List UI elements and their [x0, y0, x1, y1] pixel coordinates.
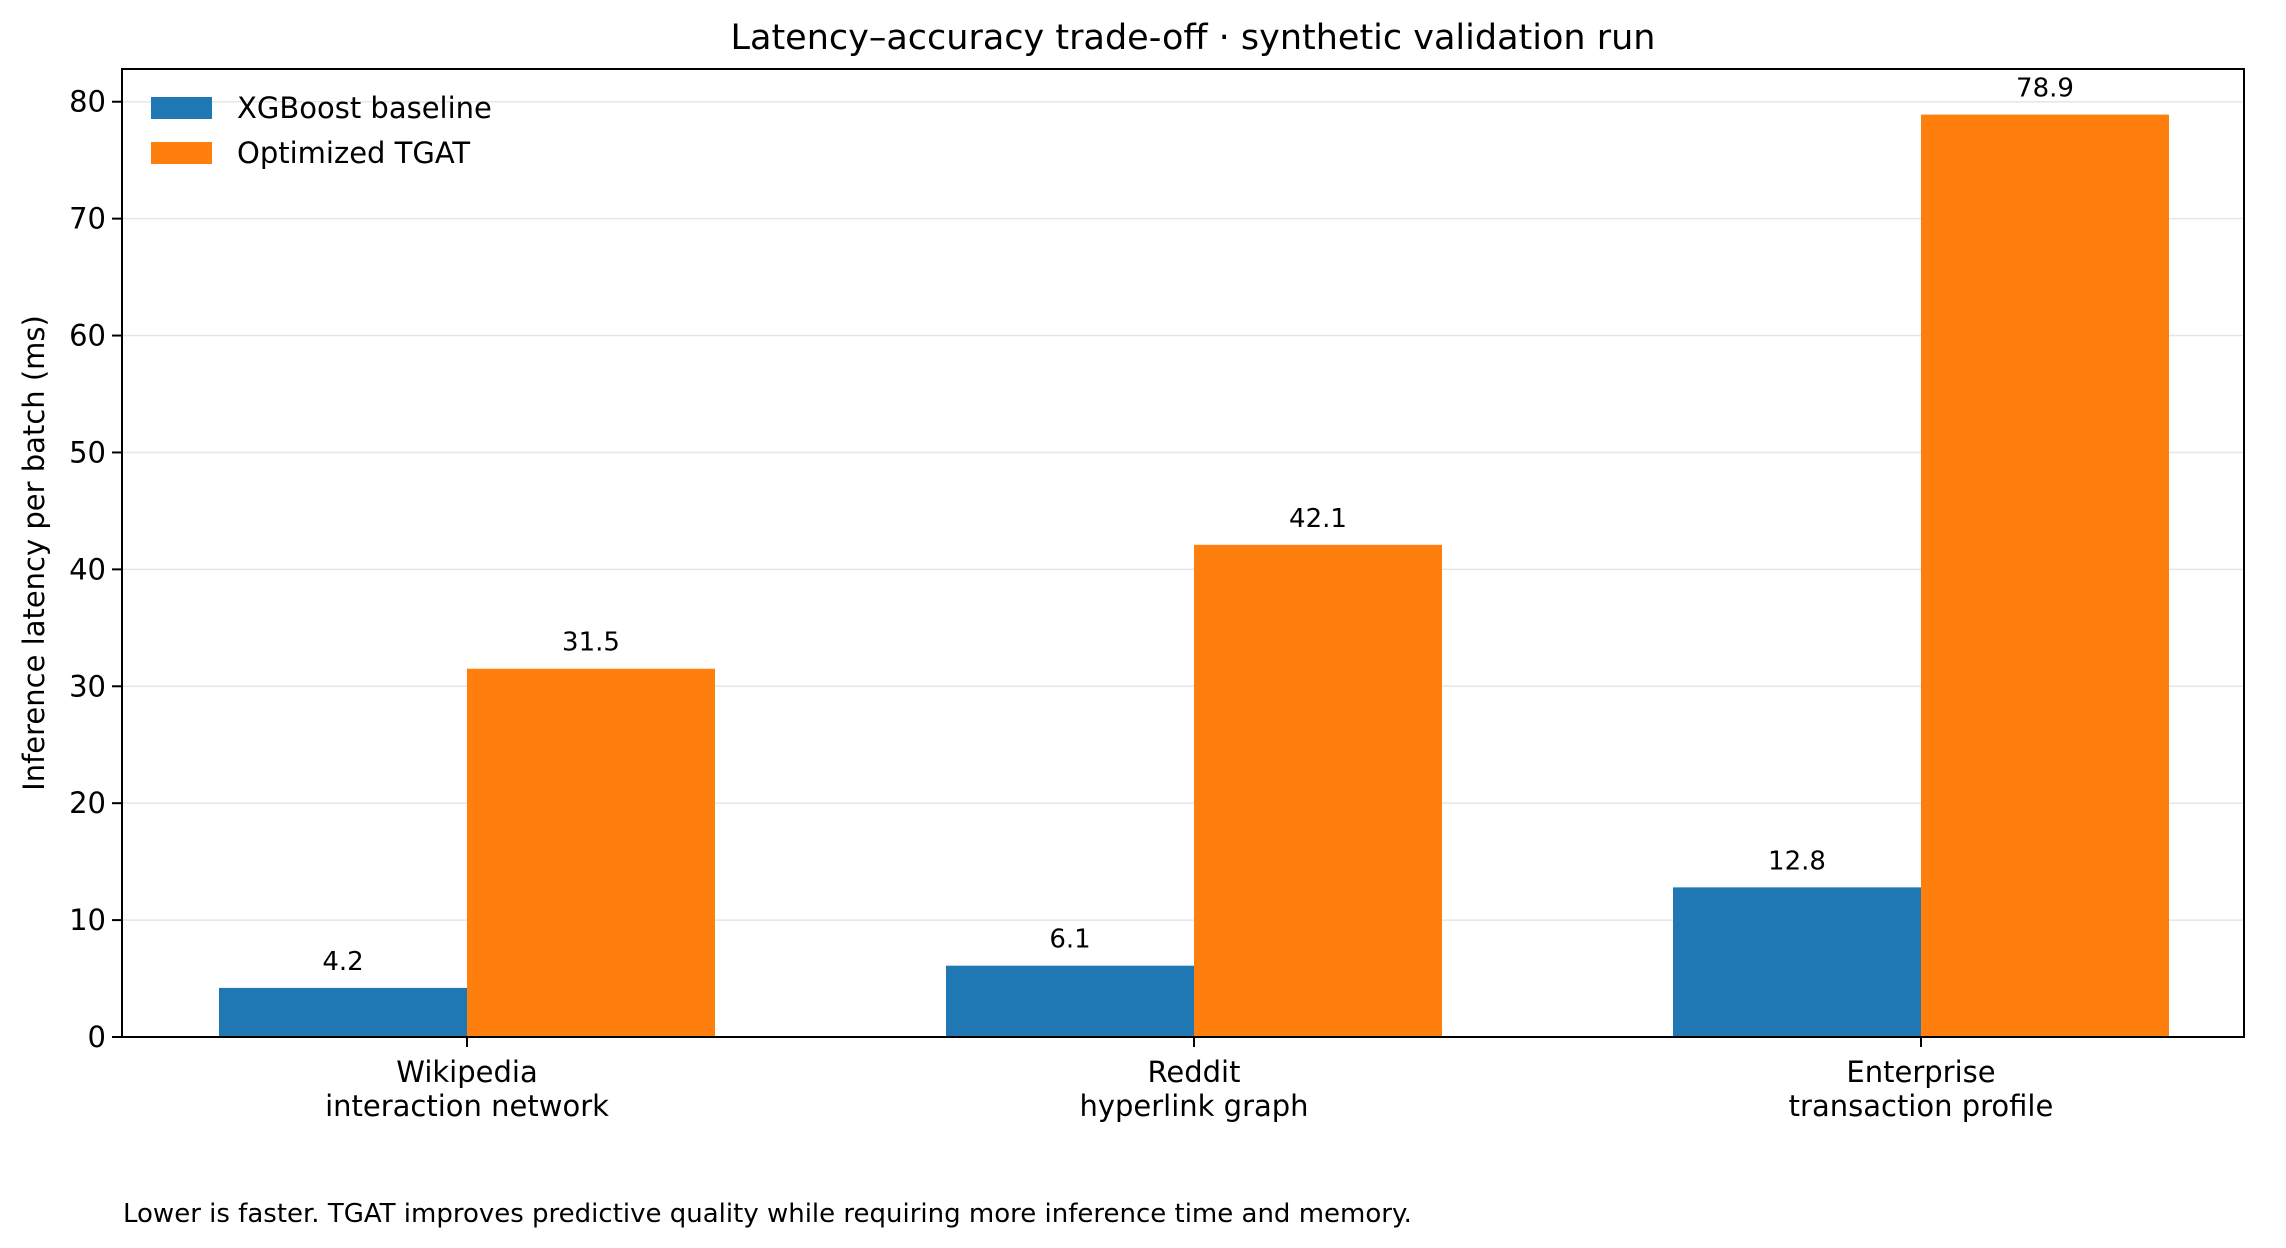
bar	[1673, 887, 1921, 1037]
y-tick-label: 20	[69, 786, 106, 820]
data-labels: 4.2 6.1 12.8 31.5 42.1 78.9	[322, 74, 2074, 977]
bar	[1194, 544, 1442, 1037]
data-label: 31.5	[562, 628, 620, 658]
y-tick-label: 80	[69, 85, 106, 119]
x-tick-label: Enterprise	[1846, 1055, 1995, 1089]
x-tick-label: Reddit	[1148, 1055, 1241, 1089]
y-axis-label: Inference latency per batch (ms)	[17, 315, 51, 791]
x-tick-label: interaction network	[325, 1089, 609, 1123]
bar	[467, 668, 715, 1037]
x-tick-label: transaction profile	[1789, 1089, 2054, 1123]
y-tick-label: 40	[69, 552, 106, 586]
y-tick-label: 60	[69, 319, 106, 353]
footnote: Lower is faster. TGAT improves predictiv…	[123, 1199, 1412, 1229]
y-tick-label: 50	[69, 435, 106, 469]
y-tick-label: 30	[69, 669, 106, 703]
y-tick-label: 0	[88, 1020, 106, 1054]
x-tick-label: hyperlink graph	[1079, 1089, 1308, 1123]
bar	[946, 965, 1194, 1037]
x-tick-label: Wikipedia	[396, 1055, 537, 1089]
bar	[1921, 114, 2169, 1038]
bar	[219, 987, 467, 1037]
legend: XGBoost baseline Optimized TGAT	[151, 91, 492, 170]
data-label: 42.1	[1289, 504, 1347, 534]
y-tick-label: 10	[69, 903, 106, 937]
legend-label: XGBoost baseline	[237, 91, 492, 125]
chart-title: Latency–accuracy trade-off · synthetic v…	[731, 18, 1656, 58]
data-label: 4.2	[322, 947, 363, 977]
data-label: 12.8	[1768, 846, 1826, 876]
data-label: 6.1	[1049, 925, 1090, 955]
y-axis: 0 10 20 30 40 50 60 70 80	[69, 85, 122, 1054]
legend-swatch	[151, 142, 212, 164]
legend-swatch	[151, 97, 212, 119]
legend-label: Optimized TGAT	[237, 136, 470, 170]
data-label: 78.9	[2016, 74, 2074, 104]
y-tick-label: 70	[69, 202, 106, 236]
bars	[219, 114, 2169, 1038]
plot-frame	[121, 68, 2245, 1038]
